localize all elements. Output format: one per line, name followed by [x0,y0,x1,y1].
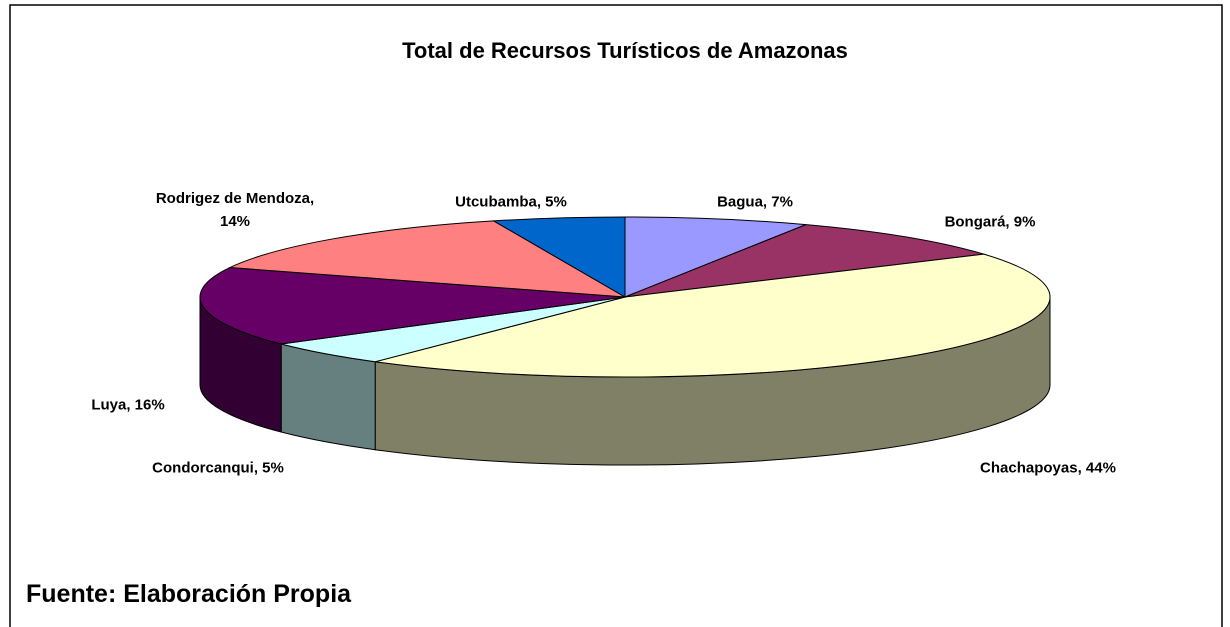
slice [491,216,626,298]
chart-title: Total de Recursos Turísticos de Amazonas [402,38,848,63]
slice [375,253,1051,378]
slice [624,224,984,298]
slice [624,216,807,298]
data-label: Chachapoyas, 44% [980,459,1116,477]
data-label: Bongará, 9% [944,213,1036,231]
slice [199,267,626,345]
data-label: Condorcanqui, 5% [152,459,284,477]
data-label: Rodrigez de Mendoza, 14% [155,190,315,230]
data-label: Bagua, 7% [717,193,793,211]
data-label: Utcubamba, 5% [455,193,567,211]
data-label: Luya, 16% [91,396,165,414]
chart-frame [9,4,1223,627]
source-note: Fuente: Elaboración Propia [26,580,352,608]
